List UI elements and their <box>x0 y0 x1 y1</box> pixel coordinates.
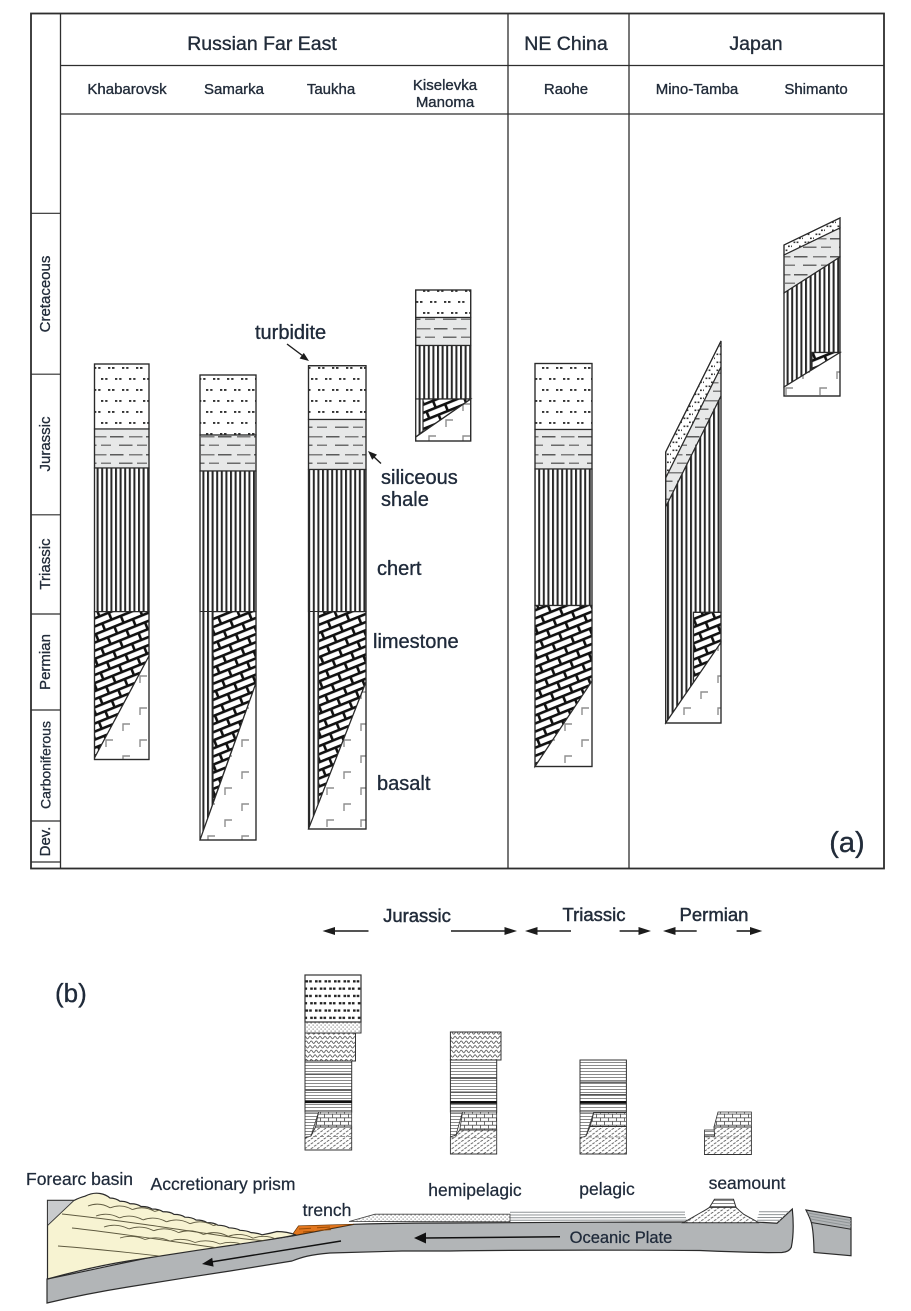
svg-text:Dev.: Dev. <box>37 827 54 857</box>
svg-text:Raohe: Raohe <box>544 81 588 98</box>
svg-text:Jurassic: Jurassic <box>383 905 451 926</box>
svg-text:Triassic: Triassic <box>37 538 54 590</box>
svg-text:Shimanto: Shimanto <box>784 81 847 98</box>
svg-text:turbidite: turbidite <box>255 322 326 344</box>
svg-text:(b): (b) <box>55 978 87 1008</box>
svg-text:(a): (a) <box>829 827 864 859</box>
svg-text:Oceanic Plate: Oceanic Plate <box>570 1229 673 1247</box>
svg-text:Taukha: Taukha <box>307 81 356 98</box>
svg-text:seamount: seamount <box>709 1173 786 1193</box>
svg-text:Permian: Permian <box>680 904 749 925</box>
svg-text:Mino-Tamba: Mino-Tamba <box>656 81 739 98</box>
svg-text:hemipelagic: hemipelagic <box>428 1180 522 1200</box>
svg-text:Khabarovsk: Khabarovsk <box>87 81 167 98</box>
svg-text:Cretaceous: Cretaceous <box>37 256 54 333</box>
svg-text:Samarka: Samarka <box>204 81 265 98</box>
svg-text:pelagic: pelagic <box>579 1179 635 1199</box>
svg-text:Triassic: Triassic <box>562 904 625 925</box>
svg-text:NE China: NE China <box>524 33 608 55</box>
svg-text:limestone: limestone <box>373 631 459 653</box>
svg-text:Russian Far East: Russian Far East <box>187 33 337 55</box>
svg-text:basalt: basalt <box>377 773 431 795</box>
svg-text:chert: chert <box>377 558 422 580</box>
svg-text:Kiselevka: Kiselevka <box>413 77 478 94</box>
svg-text:shale: shale <box>381 489 429 511</box>
svg-text:Forearc basin: Forearc basin <box>26 1169 133 1189</box>
svg-text:Accretionary prism: Accretionary prism <box>151 1174 296 1194</box>
svg-text:siliceous: siliceous <box>381 467 458 489</box>
svg-text:Carboniferous: Carboniferous <box>38 721 54 809</box>
svg-text:Permian: Permian <box>37 634 54 690</box>
svg-text:trench: trench <box>303 1200 352 1220</box>
svg-text:Manoma: Manoma <box>416 94 475 111</box>
svg-text:Jurassic: Jurassic <box>37 416 54 472</box>
svg-text:Japan: Japan <box>729 33 782 55</box>
